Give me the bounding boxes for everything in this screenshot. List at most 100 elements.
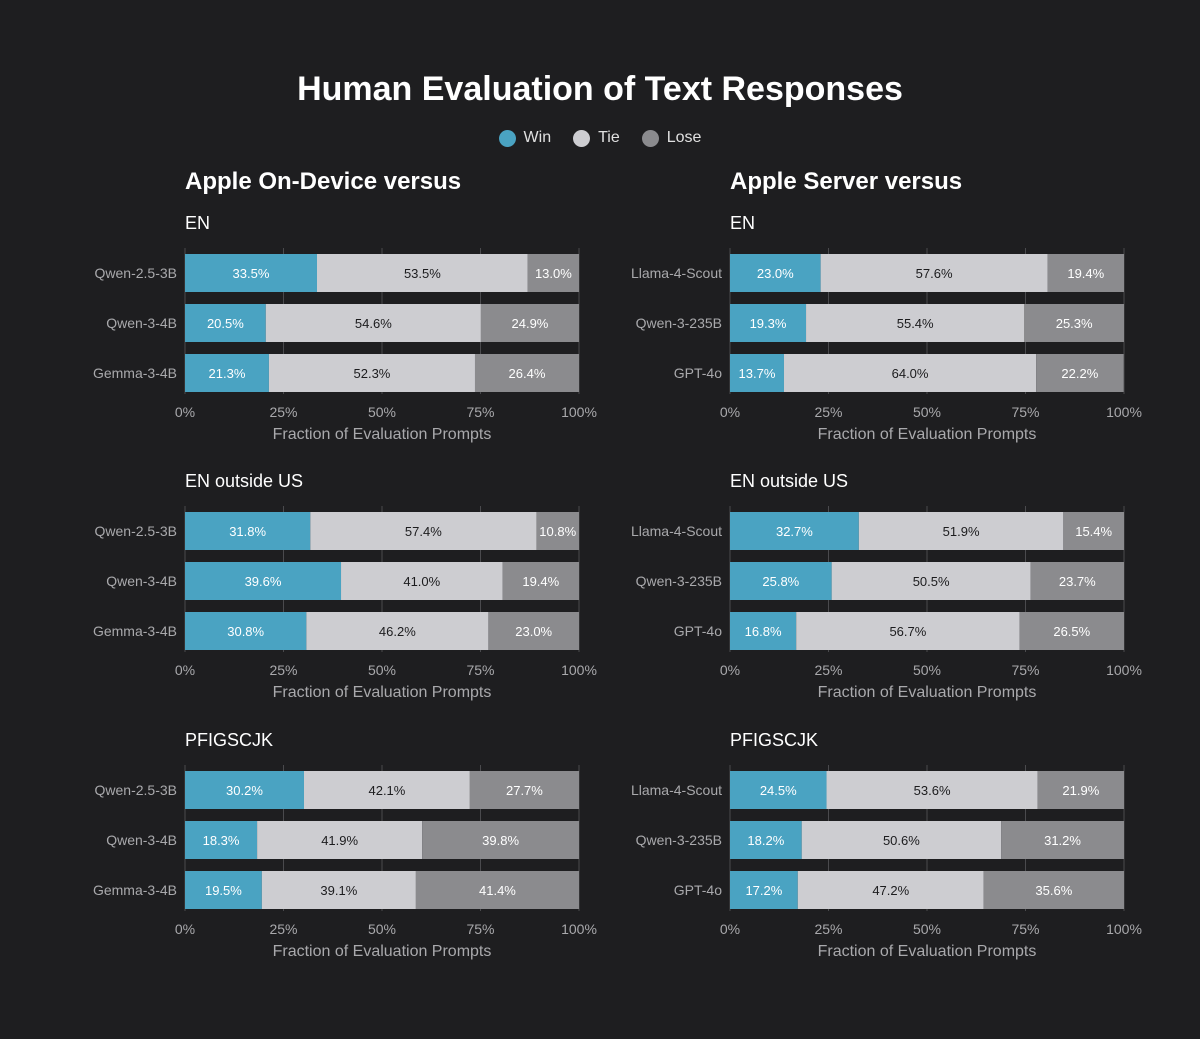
data-label: 20.5%	[207, 316, 244, 331]
bar-segment-tie	[858, 512, 1064, 550]
x-axis-label: Fraction of Evaluation Prompts	[818, 426, 1037, 443]
tick-label: 0%	[720, 921, 740, 937]
category-label: Qwen-3-235B	[636, 573, 722, 589]
category-label: Qwen-3-4B	[106, 832, 177, 848]
bar-segment-tie	[806, 304, 1025, 342]
data-label: 57.6%	[916, 266, 953, 281]
tick-label: 25%	[269, 662, 297, 678]
panel-title: EN	[185, 213, 210, 233]
data-label: 35.6%	[1035, 883, 1072, 898]
data-label: 23.0%	[757, 266, 794, 281]
tick-label: 100%	[561, 662, 597, 678]
tick-label: 100%	[1106, 662, 1142, 678]
tick-label: 75%	[466, 404, 494, 420]
x-axis-label: Fraction of Evaluation Prompts	[818, 684, 1037, 701]
data-label: 19.4%	[522, 574, 559, 589]
bar-segment-win	[730, 512, 859, 550]
tick-label: 50%	[913, 404, 941, 420]
bar-segment-lose	[1063, 512, 1124, 550]
data-label: 64.0%	[892, 366, 929, 381]
bar-segment-tie	[796, 612, 1020, 650]
bar-segment-tie	[801, 821, 1002, 859]
bar-segment-win	[185, 821, 258, 859]
data-label: 23.7%	[1059, 574, 1096, 589]
data-label: 52.3%	[354, 366, 391, 381]
data-label: 46.2%	[379, 624, 416, 639]
data-label: 47.2%	[872, 883, 909, 898]
bar-segment-win	[730, 354, 784, 392]
tick-label: 25%	[814, 662, 842, 678]
bar-segment-tie	[303, 771, 470, 809]
tick-label: 50%	[913, 662, 941, 678]
bar-segment-win	[730, 562, 832, 600]
tick-label: 25%	[814, 921, 842, 937]
data-label: 19.5%	[205, 883, 242, 898]
bar-segment-win	[185, 512, 311, 550]
bar-segment-tie	[341, 562, 503, 600]
legend: Win Tie Lose	[0, 129, 1200, 147]
panel-title: EN outside US	[730, 471, 848, 491]
category-label: Qwen-2.5-3B	[95, 265, 177, 281]
bar-segment-lose	[469, 771, 579, 809]
bar-segment-win	[185, 771, 304, 809]
bar-segment-tie	[265, 304, 481, 342]
bar-segment-lose	[502, 562, 579, 600]
tick-label: 0%	[720, 662, 740, 678]
category-label: Qwen-3-235B	[636, 832, 722, 848]
data-label: 50.6%	[883, 833, 920, 848]
panel-title: PFIGSCJK	[185, 730, 273, 750]
category-label: Qwen-2.5-3B	[95, 523, 177, 539]
tick-label: 0%	[175, 921, 195, 937]
data-label: 19.4%	[1067, 266, 1104, 281]
category-label: Qwen-3-4B	[106, 315, 177, 331]
category-label: Qwen-3-235B	[636, 315, 722, 331]
bar-segment-tie	[310, 512, 537, 550]
bar-segment-lose	[1047, 254, 1124, 292]
column-header-on-device: Apple On-Device versus	[185, 168, 462, 195]
tick-label: 100%	[561, 404, 597, 420]
tick-label: 75%	[466, 662, 494, 678]
column-header-server: Apple Server versus	[730, 168, 963, 195]
bar-segment-win	[730, 254, 821, 292]
bar-segment-tie	[831, 562, 1031, 600]
tick-label: 100%	[561, 921, 597, 937]
bar-segment-tie	[316, 254, 528, 292]
category-label: Gemma-3-4B	[93, 882, 177, 898]
data-label: 19.3%	[750, 316, 787, 331]
panel-title: EN	[730, 213, 755, 233]
data-label: 26.4%	[509, 366, 546, 381]
bar-segment-lose	[474, 354, 579, 392]
panel-title: EN outside US	[185, 471, 303, 491]
bar-segment-win	[185, 612, 307, 650]
category-label: Qwen-3-4B	[106, 573, 177, 589]
bar-segment-win	[730, 771, 827, 809]
bar-segment-tie	[268, 354, 475, 392]
data-label: 41.9%	[321, 833, 358, 848]
data-label: 39.6%	[245, 574, 282, 589]
bar-segment-lose	[527, 254, 579, 292]
data-label: 56.7%	[889, 624, 926, 639]
data-label: 27.7%	[506, 783, 543, 798]
data-label: 24.9%	[512, 316, 549, 331]
data-label: 13.0%	[535, 266, 572, 281]
tick-label: 0%	[175, 662, 195, 678]
x-axis-label: Fraction of Evaluation Prompts	[818, 943, 1037, 960]
data-label: 10.8%	[539, 524, 576, 539]
data-label: 57.4%	[405, 524, 442, 539]
tick-label: 50%	[913, 921, 941, 937]
data-label: 31.8%	[229, 524, 266, 539]
data-label: 15.4%	[1075, 524, 1112, 539]
bar-segment-tie	[306, 612, 489, 650]
bar-segment-lose	[983, 871, 1124, 909]
data-label: 30.2%	[226, 783, 263, 798]
tick-label: 50%	[368, 921, 396, 937]
data-label: 39.1%	[320, 883, 357, 898]
tick-label: 50%	[368, 404, 396, 420]
bar-segment-lose	[422, 821, 579, 859]
bar-segment-tie	[261, 871, 416, 909]
data-label: 30.8%	[227, 624, 264, 639]
tick-label: 25%	[814, 404, 842, 420]
tick-label: 50%	[368, 662, 396, 678]
data-label: 21.3%	[209, 366, 246, 381]
data-label: 31.2%	[1044, 833, 1081, 848]
